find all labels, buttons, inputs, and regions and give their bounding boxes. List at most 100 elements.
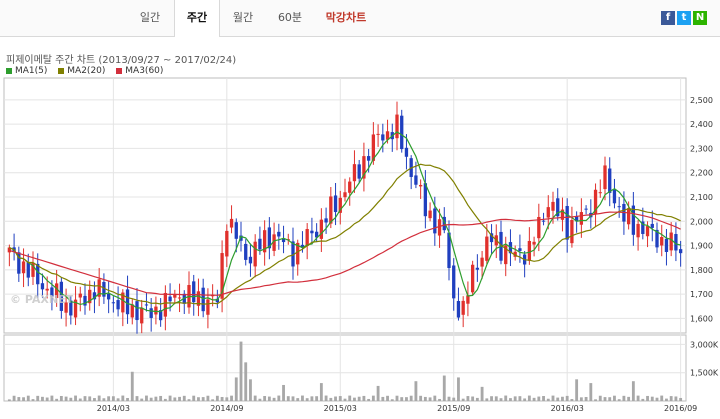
candle-body (31, 262, 35, 277)
date-tick-label: 2014/03 (97, 404, 130, 413)
candle-body (362, 156, 366, 179)
candle-body (64, 302, 68, 313)
volume-bar (551, 395, 555, 401)
volume-bar (201, 397, 205, 401)
date-tick-label: 2016/09 (664, 404, 697, 413)
volume-bar (419, 395, 423, 401)
tab-monthly[interactable]: 월간 (232, 11, 254, 24)
volume-bar (513, 396, 517, 401)
candle-body (173, 294, 177, 298)
price-tick-label: 2,200 (690, 169, 713, 178)
candle-body (206, 299, 210, 315)
volume-bar (485, 398, 489, 401)
candle-body (504, 245, 508, 265)
candle-body (300, 244, 305, 248)
volume-bar (542, 396, 545, 401)
volume-bar (480, 386, 484, 401)
candle-body (196, 291, 201, 306)
volume-bar (452, 397, 456, 401)
candle-body (262, 230, 267, 253)
tab-daily[interactable]: 일간 (139, 11, 161, 24)
date-tick-label: 2015/09 (437, 404, 470, 413)
volume-bar (357, 396, 361, 401)
volume-bar (509, 398, 512, 401)
volume-bar (12, 395, 16, 401)
candle-body (192, 281, 196, 303)
candle-body (404, 147, 409, 157)
volume-bar (296, 398, 300, 401)
volume-bar (646, 395, 649, 401)
candle-body (277, 231, 281, 237)
candle-body (310, 230, 314, 234)
candle-body (551, 201, 555, 211)
candle-body (598, 192, 602, 194)
date-tick-label: 2014/09 (210, 404, 243, 413)
volume-bar (163, 398, 167, 401)
price-candles (7, 101, 683, 334)
volume-bar (111, 396, 115, 401)
volume-bar (343, 398, 347, 401)
volume-bar (310, 396, 314, 401)
volume-bar (641, 398, 645, 401)
candle-body (655, 229, 659, 248)
volume-tick-label: 3,000K (690, 340, 719, 349)
candle-body (480, 257, 484, 267)
volume-bar (41, 396, 44, 401)
candle-body (475, 267, 480, 270)
candle-body (447, 232, 451, 269)
volume-bar (107, 396, 111, 401)
legend-item-ma3: MA3(60) (116, 66, 163, 76)
volume-bar (386, 395, 389, 401)
tab-60min[interactable]: 60분 (277, 11, 303, 24)
candle-body (83, 295, 87, 306)
candle-body (418, 184, 423, 187)
volume-bar (93, 398, 96, 401)
candle-body (220, 253, 224, 299)
candle-body (674, 234, 678, 251)
volume-bar (523, 398, 527, 401)
facebook-icon[interactable]: f (661, 11, 675, 25)
volume-bar (433, 395, 437, 401)
naver-icon[interactable]: N (693, 11, 707, 25)
volume-bar (371, 395, 375, 401)
candle-body (234, 222, 238, 239)
candle-body (584, 208, 588, 210)
volume-bar (594, 399, 597, 401)
volume-bar (282, 384, 285, 401)
volume-bar (613, 395, 616, 401)
candle-body (626, 208, 631, 225)
volume-bar (69, 397, 73, 401)
volume-bar (400, 397, 404, 401)
candle-body (163, 292, 168, 317)
candle-body (645, 226, 650, 237)
chart-axes: 1,600 1,700 1,800 1,900 2,000 2,100 2,200 2,300… (97, 96, 719, 413)
candle-body (319, 219, 324, 239)
volume-bar (206, 395, 210, 401)
volume-bar (627, 396, 631, 401)
volume-bar (428, 397, 432, 401)
volume-bar (442, 375, 446, 401)
volume-bar (353, 397, 356, 401)
tab-power-chart[interactable]: 막강차트 (325, 11, 367, 24)
candle-body (88, 289, 92, 304)
volume-bar (414, 381, 418, 401)
candle-body (210, 295, 215, 297)
candle-body (631, 205, 636, 235)
volume-bar (36, 395, 40, 401)
candle-body (376, 133, 380, 135)
volume-bar (253, 395, 257, 401)
candle-body (7, 247, 12, 253)
volume-bar (556, 397, 560, 401)
volume-bar (608, 397, 612, 401)
volume-bar (679, 397, 683, 401)
candle-body (215, 298, 220, 303)
volume-bar (17, 397, 21, 401)
legend-label-ma1: MA1(5) (15, 66, 48, 76)
volume-bar (22, 397, 25, 401)
price-tick-label: 2,300 (690, 144, 713, 153)
candle-body (660, 237, 664, 246)
candle-body (140, 307, 144, 324)
tab-weekly[interactable]: 주간 (174, 0, 220, 37)
twitter-icon[interactable]: t (677, 11, 691, 25)
volume-bar (334, 396, 337, 401)
